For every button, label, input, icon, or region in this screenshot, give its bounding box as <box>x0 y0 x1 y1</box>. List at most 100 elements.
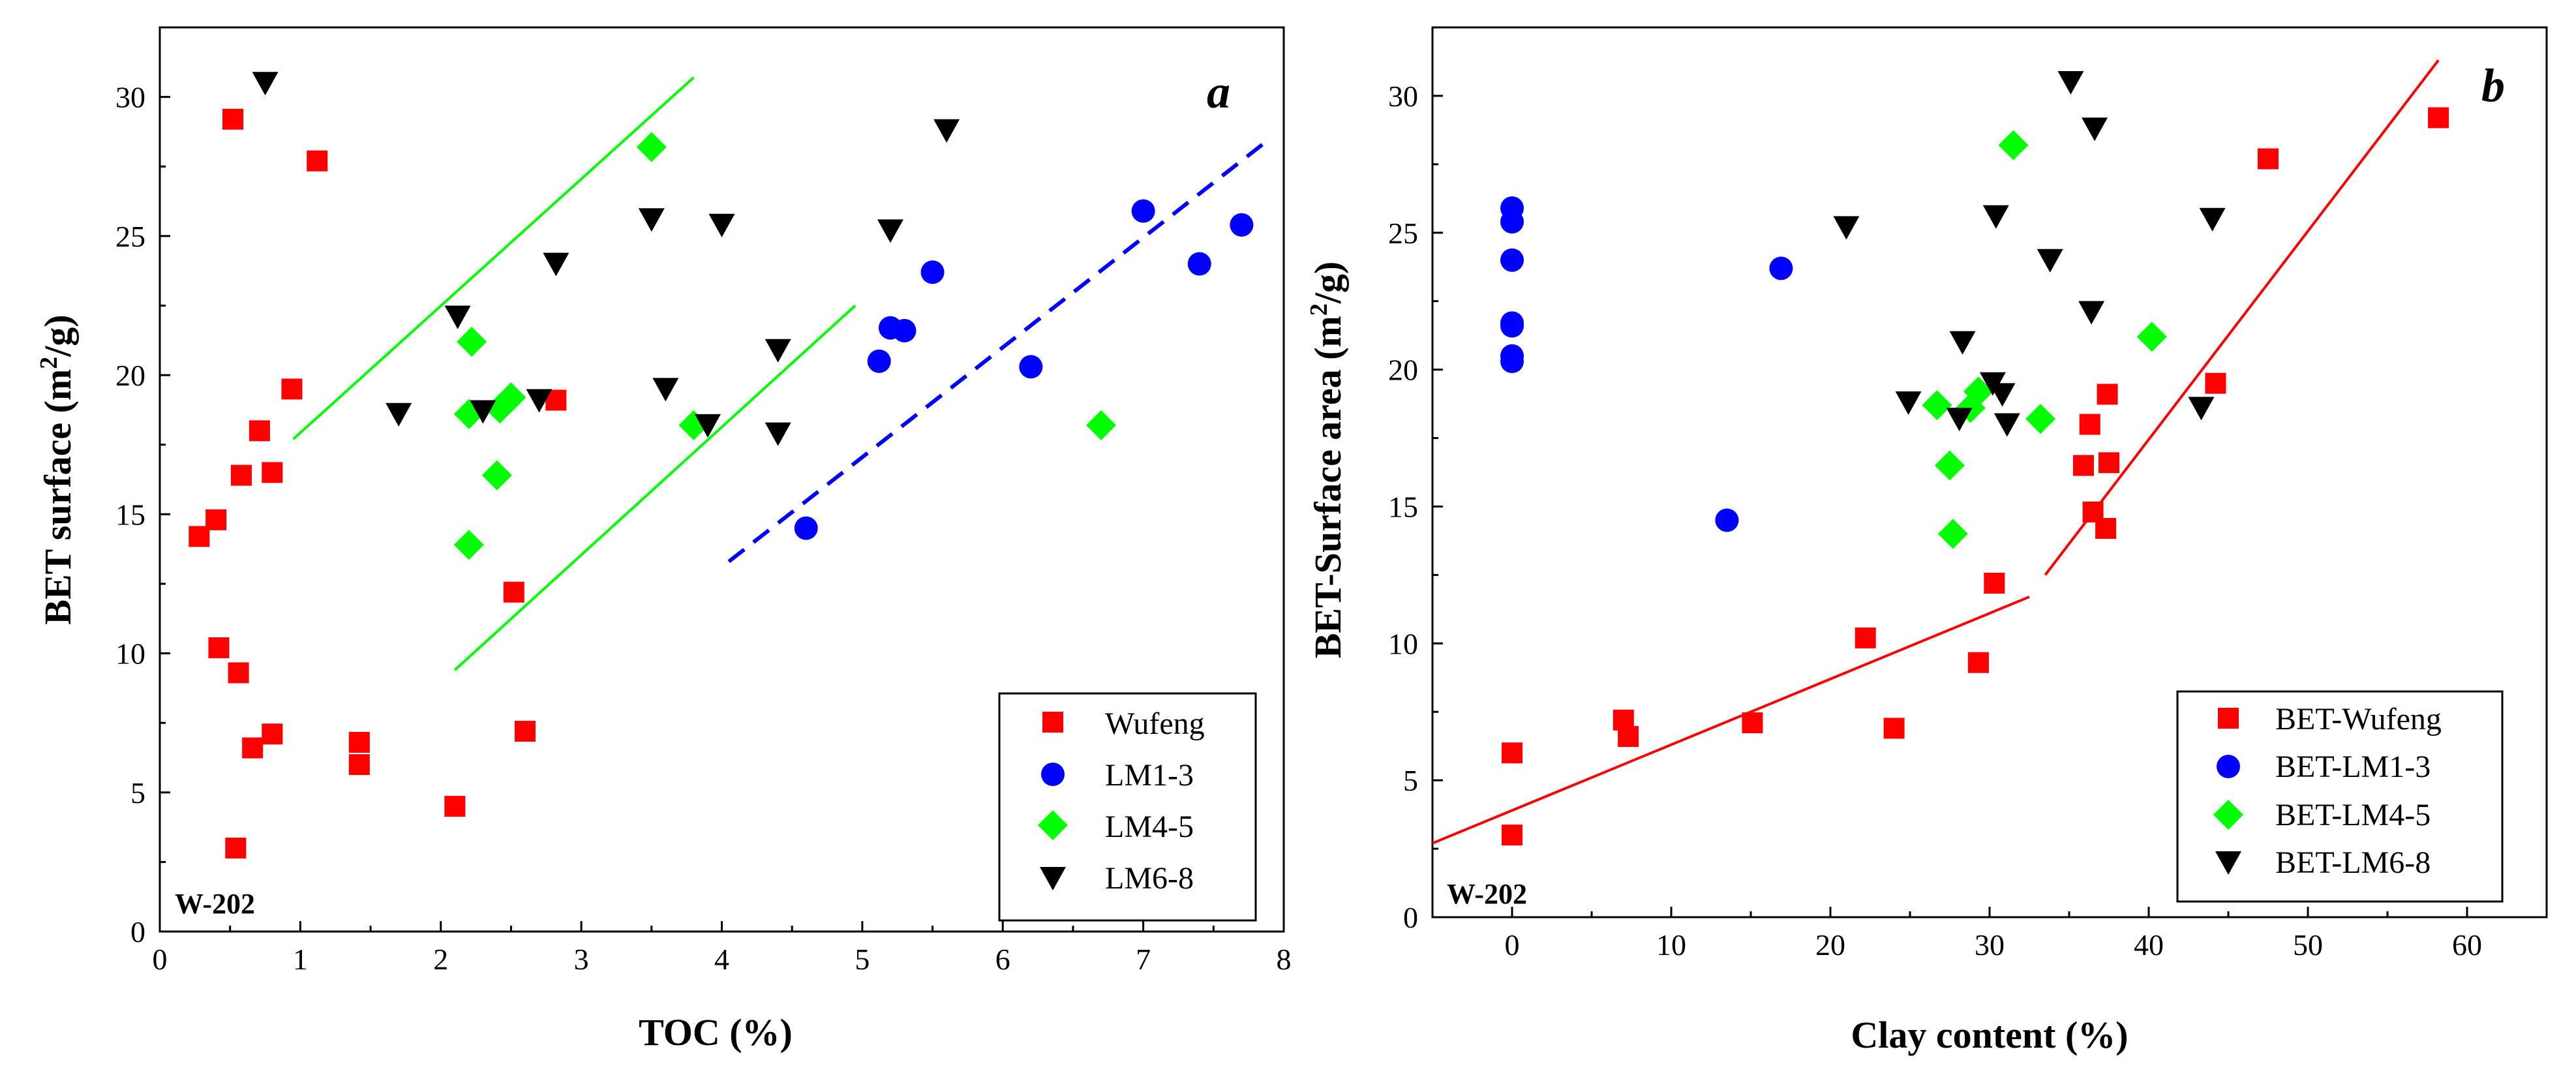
data-point-b-0-4 <box>1742 712 1763 734</box>
well-label-b: W-202 <box>1447 878 1527 910</box>
data-point-a-3-0 <box>252 72 279 96</box>
data-point-b-0-6 <box>1883 718 1905 739</box>
legend-a-label-4: LM6-8 <box>1105 861 1194 896</box>
x-tick-label-a-0: 0 <box>153 943 168 976</box>
y-axis-title-b-sup: 2 <box>1305 303 1333 316</box>
legend-a-item-1: Wufeng <box>1042 706 1205 741</box>
data-point-a-0-12 <box>307 150 328 172</box>
series-b-3 <box>1833 70 2226 437</box>
trend-line-a-0 <box>292 76 695 440</box>
legend-b-diamond-marker <box>2213 800 2243 830</box>
data-point-b-3-9 <box>2057 70 2084 95</box>
data-point-a-3-1 <box>386 402 412 427</box>
data-point-a-0-7 <box>242 737 264 759</box>
data-point-a-0-4 <box>225 838 247 859</box>
data-point-a-3-6 <box>638 208 665 232</box>
legend-b-circle-marker <box>2217 755 2240 778</box>
data-point-b-0-9 <box>2072 455 2094 476</box>
data-point-a-2-3 <box>481 460 512 491</box>
y-tick-label-b-1: 5 <box>1403 764 1418 797</box>
data-point-b-3-0 <box>1833 216 1860 240</box>
data-point-b-2-2 <box>1937 519 1968 549</box>
data-point-b-0-17 <box>2428 107 2449 129</box>
x-tick-label-b-4: 40 <box>2134 928 2164 962</box>
plot-area-b: 0 10 20 30 40 50 60 0 5 10 15 20 25 30 <box>1388 26 2548 962</box>
series-b-0 <box>1502 107 2449 846</box>
data-point-b-3-12 <box>2188 397 2215 421</box>
data-point-b-3-6 <box>1989 383 2016 407</box>
y-tick-label-a-1: 5 <box>130 776 145 810</box>
legend-a-circle-marker <box>1041 763 1065 786</box>
data-point-b-0-16 <box>2258 148 2279 170</box>
legend-b-item-2: BET-LM1-3 <box>2217 750 2431 784</box>
y-axis-title-b-main: BET-Surface area (m <box>1307 316 1349 658</box>
x-tick-label-a-5: 5 <box>855 943 870 976</box>
data-point-a-3-2 <box>444 305 471 329</box>
trend-line-a-2 <box>727 142 1264 564</box>
data-point-b-1-2 <box>1500 248 1524 272</box>
y-tick-label-a-2: 10 <box>115 637 145 671</box>
data-point-b-3-7 <box>1993 413 2020 437</box>
series-a-0 <box>189 108 567 859</box>
data-point-b-3-2 <box>1946 408 1973 432</box>
series-b-1 <box>1500 196 1793 532</box>
x-tick-label-b-6: 60 <box>2452 928 2482 962</box>
x-tick-label-a-4: 4 <box>714 943 729 976</box>
y-tick-label-a-4: 20 <box>115 359 145 392</box>
data-point-b-3-5 <box>1982 205 2009 229</box>
data-point-a-0-1 <box>205 509 227 530</box>
y-tick-label-b-3: 15 <box>1388 490 1418 523</box>
y-axis-title-a-sup: 2 <box>35 357 63 369</box>
series-a-1 <box>794 199 1254 540</box>
data-point-a-2-6 <box>636 132 667 162</box>
legend-b: BET-Wufeng BET-LM1-3 BET-LM4-5 BET-LM6-8 <box>2176 690 2504 903</box>
data-point-a-1-0 <box>794 516 818 540</box>
x-tick-label-b-5: 50 <box>2293 928 2323 962</box>
data-point-b-1-4 <box>1500 314 1524 338</box>
x-tick-label-a-1: 1 <box>293 943 308 976</box>
y-tick-label-a-5: 25 <box>115 220 145 253</box>
x-axis-title-a: TOC (%) <box>639 1011 793 1054</box>
data-point-a-1-3 <box>892 318 917 342</box>
data-point-a-0-10 <box>262 723 283 745</box>
legend-a-label-1: Wufeng <box>1105 706 1205 741</box>
y-axis-title-b-tail: /g) <box>1307 262 1349 304</box>
y-axis-title-a-main: BET surface (m <box>37 369 79 625</box>
legend-a-item-3: LM4-5 <box>1038 810 1194 844</box>
y-tick-label-b-6: 30 <box>1388 80 1418 113</box>
data-point-a-3-4 <box>526 389 553 413</box>
legend-b-item-3: BET-LM4-5 <box>2213 798 2431 832</box>
data-point-a-3-11 <box>765 339 791 363</box>
legend-b-item-1: BET-Wufeng <box>2218 702 2442 736</box>
data-point-a-1-7 <box>1187 252 1211 276</box>
x-tick-label-b-2: 20 <box>1815 928 1845 962</box>
x-tick-label-a-8: 8 <box>1277 943 1292 976</box>
y-tick-label-b-0: 0 <box>1403 901 1418 934</box>
data-point-b-1-8 <box>1769 256 1793 281</box>
series-a-2 <box>453 132 1117 560</box>
data-point-b-3-13 <box>2199 207 2226 232</box>
data-point-b-1-6 <box>1500 350 1524 374</box>
legend-a-item-2: LM1-3 <box>1041 758 1194 793</box>
data-point-a-1-4 <box>920 260 945 284</box>
data-point-b-1-7 <box>1715 508 1739 532</box>
data-point-b-2-1 <box>1935 450 1965 481</box>
legend-a: Wufeng LM1-3 LM4-5 LM6-8 <box>998 692 1257 922</box>
data-point-b-0-0 <box>1502 742 1523 764</box>
data-point-a-0-17 <box>514 720 536 742</box>
data-point-b-3-1 <box>1895 391 1922 415</box>
data-point-a-0-13 <box>348 732 370 753</box>
data-point-a-0-15 <box>444 796 466 817</box>
data-point-a-0-2 <box>208 637 230 659</box>
x-tick-label-b-0: 0 <box>1505 928 1520 962</box>
data-point-a-0-11 <box>281 378 303 400</box>
data-point-b-1-1 <box>1500 209 1524 234</box>
data-point-a-1-5 <box>1019 355 1043 379</box>
x-tick-label-b-3: 30 <box>1975 928 2005 962</box>
legend-b-square-marker <box>2218 708 2239 729</box>
y-tick-label-a-0: 0 <box>130 915 145 948</box>
trend-line-b-1 <box>2044 59 2440 576</box>
data-point-b-0-1 <box>1502 825 1523 846</box>
